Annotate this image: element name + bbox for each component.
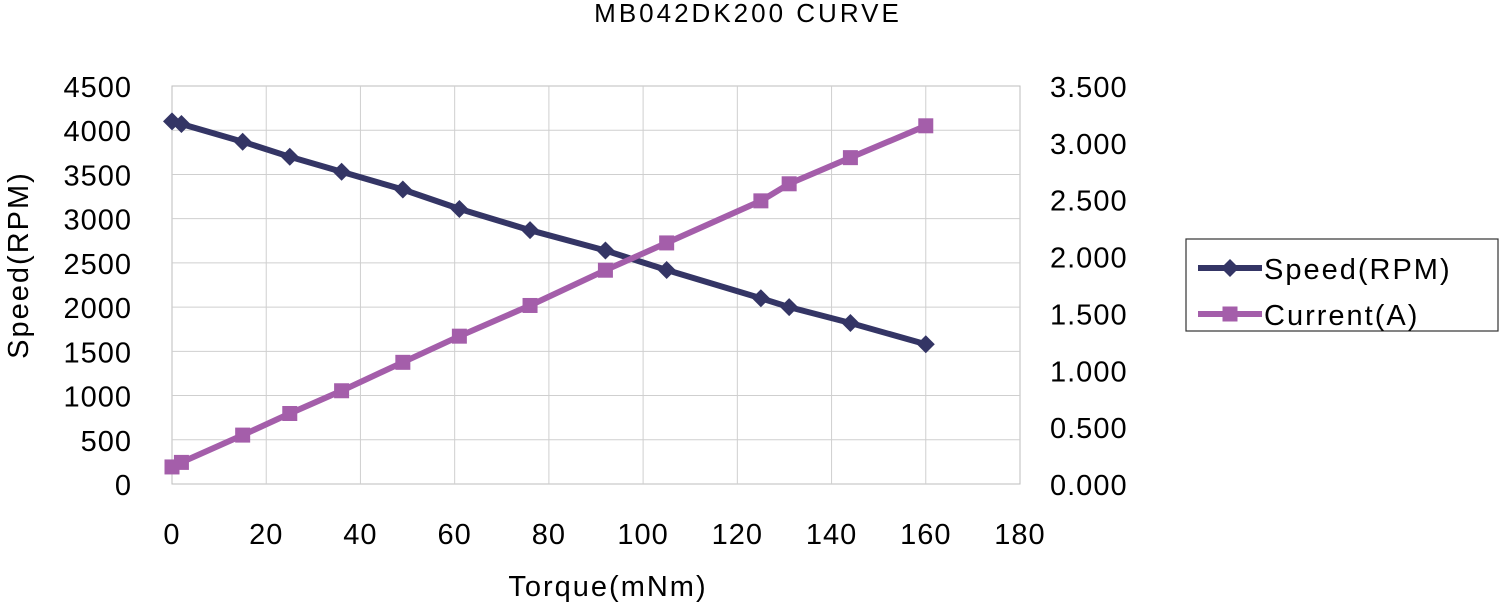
data-point (596, 241, 615, 260)
data-point (450, 199, 469, 218)
y-tick-label: 2500 (63, 249, 132, 281)
x-tick-label: 180 (994, 519, 1045, 551)
data-point (597, 262, 613, 278)
x-axis-label: Torque(mNm) (508, 571, 707, 602)
legend-swatch-marker (1222, 306, 1238, 322)
x-tick-label: 120 (712, 519, 763, 551)
y-tick-label: 2000 (63, 293, 132, 325)
data-point (280, 147, 299, 166)
data-point (233, 132, 252, 151)
data-point (918, 118, 934, 134)
y2-tick-label: 1.000 (1050, 356, 1128, 388)
x-tick-label: 100 (617, 519, 668, 551)
y2-tick-label: 3.500 (1050, 72, 1128, 104)
y-tick-label: 500 (81, 426, 132, 458)
y-tick-label: 4500 (63, 72, 132, 104)
x-tick-label: 40 (343, 519, 377, 551)
data-point (841, 314, 860, 333)
plot-area (171, 85, 1021, 485)
data-point (282, 405, 298, 421)
data-series (163, 112, 935, 475)
chart-legend: Speed(RPM) Current(A) (1185, 238, 1499, 332)
y-tick-label: 0 (115, 470, 132, 502)
data-point (393, 180, 412, 199)
data-point (751, 289, 770, 308)
series-speed (163, 112, 935, 354)
data-point (173, 454, 189, 470)
data-point (753, 193, 769, 209)
y-tick-label: 1500 (63, 337, 132, 369)
data-point (780, 298, 799, 317)
data-point (659, 235, 675, 251)
data-point (334, 383, 350, 399)
y2-tick-label: 1.500 (1050, 299, 1128, 331)
axis-tick-labels: 0 20 40 60 80 100 120 140 160 180 0 500 1000 1500 2000… (63, 72, 1128, 551)
y-tick-label: 3500 (63, 160, 132, 192)
x-tick-label: 0 (163, 519, 180, 551)
legend-entry-label: Current(A) (1264, 300, 1419, 332)
data-point (657, 260, 676, 279)
y2-tick-label: 0.000 (1050, 470, 1128, 502)
y-tick-label: 3000 (63, 205, 132, 237)
y2-tick-label: 0.500 (1050, 413, 1128, 445)
data-point (451, 328, 467, 344)
legend-swatch-marker (1221, 259, 1239, 277)
plot-background (171, 85, 1021, 485)
data-point (522, 297, 538, 313)
x-tick-label: 20 (249, 519, 283, 551)
x-tick-label: 140 (806, 519, 857, 551)
x-tick-label: 60 (438, 519, 472, 551)
series-current (164, 118, 934, 475)
y-tick-label: 4000 (63, 116, 132, 148)
data-point (916, 335, 935, 354)
y-axis-label: Speed(RPM) (3, 171, 35, 359)
chart-title: MB042DK200 CURVE (594, 0, 902, 28)
data-point (332, 162, 351, 181)
data-point (172, 115, 191, 134)
y2-tick-label: 3.000 (1050, 129, 1128, 161)
x-tick-label: 80 (532, 519, 566, 551)
x-tick-label: 160 (900, 519, 951, 551)
legend-entry-label: Speed(RPM) (1264, 254, 1452, 286)
data-point (521, 221, 540, 240)
data-point (395, 354, 411, 370)
data-point (781, 176, 797, 192)
data-point (842, 150, 858, 166)
y-tick-label: 1000 (63, 382, 132, 414)
y2-tick-label: 2.000 (1050, 243, 1128, 275)
y2-tick-label: 2.500 (1050, 186, 1128, 218)
data-point (235, 427, 251, 443)
